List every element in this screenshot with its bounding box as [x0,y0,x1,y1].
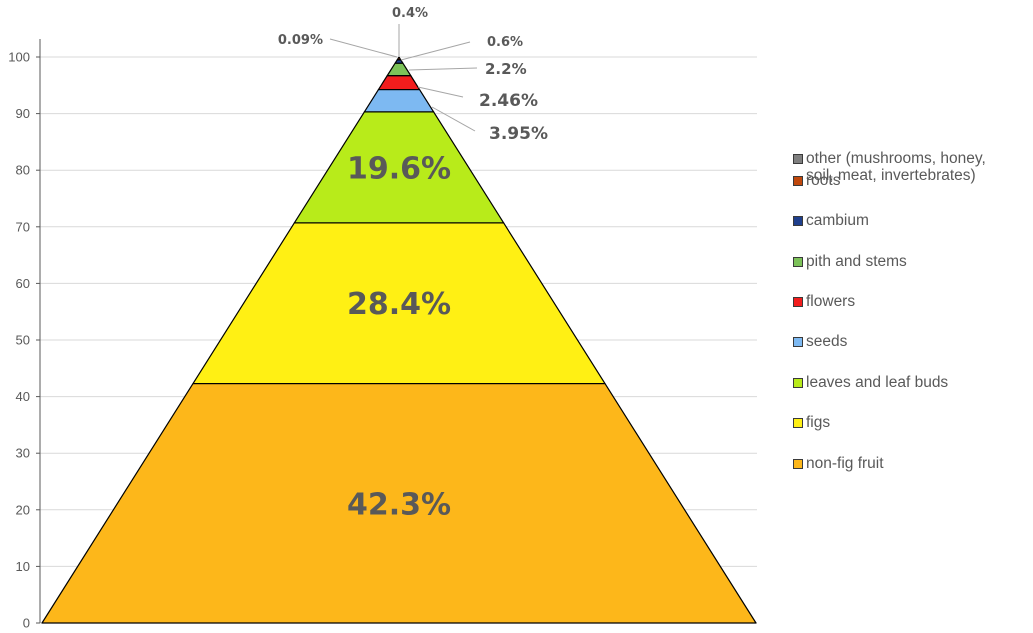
y-tick-label: 30 [16,446,30,461]
legend-swatch [793,297,803,307]
legend-item: other (mushrooms, honey, soil, meat, inv… [793,150,986,184]
data-label: 0.6% [487,35,523,50]
legend-item: cambium [793,212,869,229]
legend-item: figs [793,414,830,431]
y-tick-label: 80 [16,163,30,178]
legend-swatch [793,418,803,428]
legend-swatch [793,459,803,469]
legend-item: flowers [793,293,855,310]
segment-other [398,56,400,59]
legend-item: pith and stems [793,253,907,270]
y-tick-label: 0 [23,616,30,631]
legend-swatch [793,337,803,347]
legend-item: seeds [793,333,847,350]
data-label: 3.95% [489,124,548,144]
leader-line [417,86,464,98]
data-label: 2.2% [485,60,527,78]
y-tick-label: 100 [8,50,30,65]
legend-label: roots [806,172,841,189]
data-labels: 42.3% 28.4% 19.6% 3.95% 2.46% 2.2% 0.6% 0.4% 0.0… [278,6,548,522]
y-tick-label: 20 [16,502,30,517]
data-label: 42.3% [347,487,451,522]
legend-label: other (mushrooms, honey, soil, meat, inv… [806,150,986,184]
y-tick-label: 70 [16,219,30,234]
data-label: 2.46% [479,91,538,111]
legend-label: leaves and leaf buds [806,374,949,391]
legend-swatch [793,154,803,164]
legend-label: flowers [806,293,856,310]
y-tick-label: 90 [16,106,30,121]
legend-item: roots [793,172,840,189]
legend-swatch [793,176,803,186]
data-label: 28.4% [347,287,451,322]
leader-line [408,67,478,71]
leader-line [400,41,471,61]
legend-item: non-fig fruit [793,455,884,472]
leader-line [431,106,476,132]
data-label: 0.09% [278,33,323,48]
pyramid-segments [41,56,757,624]
y-axis: 0 10 20 30 40 50 60 70 80 90 100 [8,39,41,631]
legend-label: cambium [806,212,869,229]
legend-swatch [793,216,803,226]
segment-flowers [377,75,421,91]
y-tick-label: 40 [16,389,30,404]
legend-label: seeds [806,333,848,350]
segment-pith [386,62,412,77]
legend-label: pith and stems [806,253,907,270]
legend-item: leaves and leaf buds [793,374,948,391]
leader-line [329,38,398,58]
y-tick-label: 10 [16,559,30,574]
legend-label: non-fig fruit [806,455,884,472]
legend-swatch [793,378,803,388]
y-tick-label: 60 [16,276,30,291]
legend-swatch [793,257,803,267]
data-label: 0.4% [392,6,428,21]
segment-seeds [363,88,435,113]
y-tick-label: 50 [16,333,30,348]
data-label: 19.6% [347,151,451,186]
legend-label: figs [806,414,831,431]
